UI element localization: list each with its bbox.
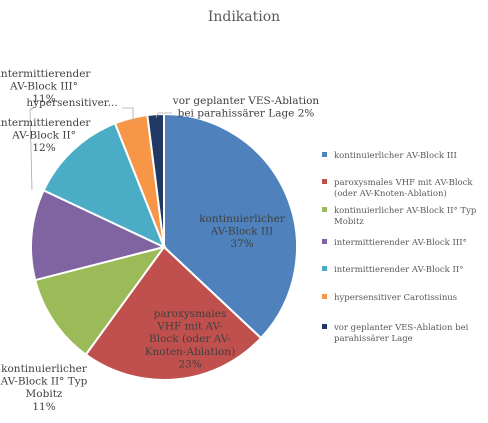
pie-slices xyxy=(30,112,298,381)
leader-line-vor-geplanter-ves-ablation-bei-parahiss-rer-lage xyxy=(155,112,172,119)
pie-slice-kontinuierlicher-av-block-iii xyxy=(163,112,298,340)
legend-swatch-kontinuierlicher-av-block-iii xyxy=(322,152,327,157)
legend-swatch-intermittierender-av-block-ii xyxy=(322,266,327,271)
pie-slice-intermittierender-av-block-ii xyxy=(42,122,166,249)
legend: kontinuierlicher AV-Block III paroxysmale… xyxy=(322,151,477,344)
chart-title: Indikation xyxy=(208,9,280,25)
data-label-kontinuierlicher-av-block-ii-typ-mobitz: kontinuierlicher AV-Block II° Typ Mobitz 11… xyxy=(0,363,88,413)
data-label-kontinuierlicher-av-block-iii: kontinuierlicher AV-Block III 37% xyxy=(199,213,286,250)
data-label-intermittierender-av-block-iii: intermittierender AV-Block III° 11% xyxy=(0,68,91,105)
data-label-intermittierender-av-block-ii: intermittierender AV-Block II° 12% xyxy=(0,117,91,154)
data-label-paroxysmales-vhf-mit-av-block-oder-av-knoten-ablation: paroxysmales VHF mit AV-Block (oder AV-Kn… xyxy=(145,308,235,370)
leader-line-intermittierender-av-block-iii xyxy=(29,106,35,191)
legend-label-kontinuierlicher-av-block-ii-typ-mobitz: kontinuierlicher AV-Block II° Typ Mobitz xyxy=(334,206,477,227)
legend-label-kontinuierlicher-av-block-iii: kontinuierlicher AV-Block III xyxy=(334,151,457,161)
legend-swatch-hypersensitiver-carotissinus xyxy=(322,294,327,299)
pie-slice-paroxysmales-vhf-mit-av-block-oder-av-knoten-ablation xyxy=(84,245,263,381)
data-labels: kontinuierlicher AV-Block III 37% paroxysma… xyxy=(0,68,319,413)
legend-swatch-intermittierender-av-block-iii xyxy=(322,239,327,244)
legend-label-intermittierender-av-block-ii: intermittierender AV-Block II° xyxy=(334,265,463,275)
legend-swatch-paroxysmales-vhf-mit-av-block-oder-av-knoten-ablation xyxy=(322,179,327,184)
data-label-hypersensitiver-carotissinus: hypersensitiver... xyxy=(26,97,117,109)
pie-slice-intermittierender-av-block-iii xyxy=(30,189,167,282)
legend-swatch-vor-geplanter-ves-ablation-bei-parahiss-rer-lage xyxy=(322,324,327,329)
pie-slice-vor-geplanter-ves-ablation-bei-parahiss-rer-lage xyxy=(146,112,165,248)
leader-lines xyxy=(29,106,172,191)
leader-line-hypersensitiver-carotissinus xyxy=(122,107,134,123)
legend-swatch-kontinuierlicher-av-block-ii-typ-mobitz xyxy=(322,207,327,212)
legend-label-hypersensitiver-carotissinus: hypersensitiver Carotissinus xyxy=(334,293,457,303)
legend-label-vor-geplanter-ves-ablation-bei-parahiss-rer-lage: vor geplanter VES-Ablation bei parahissär… xyxy=(333,323,469,344)
legend-label-paroxysmales-vhf-mit-av-block-oder-av-knoten-ablation: paroxysmales VHF mit AV-Block (oder AV-Kn… xyxy=(334,178,473,199)
data-label-vor-geplanter-ves-ablation-bei-parahiss-rer-lage: vor geplanter VES-Ablation bei parahissär… xyxy=(172,95,320,120)
pie-slice-kontinuierlicher-av-block-ii-typ-mobitz xyxy=(33,245,167,356)
legend-label-intermittierender-av-block-iii: intermittierender AV-Block III° xyxy=(334,238,467,248)
